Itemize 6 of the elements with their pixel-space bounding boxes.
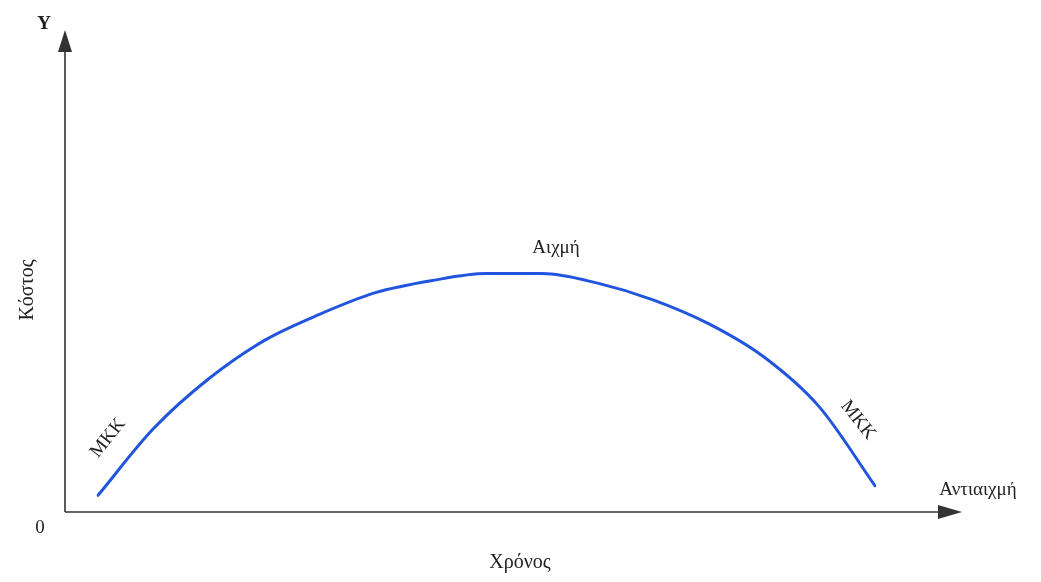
annotation: Αντιαιχμή — [939, 477, 1017, 499]
text: Y — [37, 11, 52, 33]
text: 0 — [35, 515, 45, 537]
text: Αιχμή — [532, 235, 580, 257]
x-axis-title: Χρόνος — [489, 550, 551, 574]
y-axis-title: Κόστος — [15, 259, 38, 321]
